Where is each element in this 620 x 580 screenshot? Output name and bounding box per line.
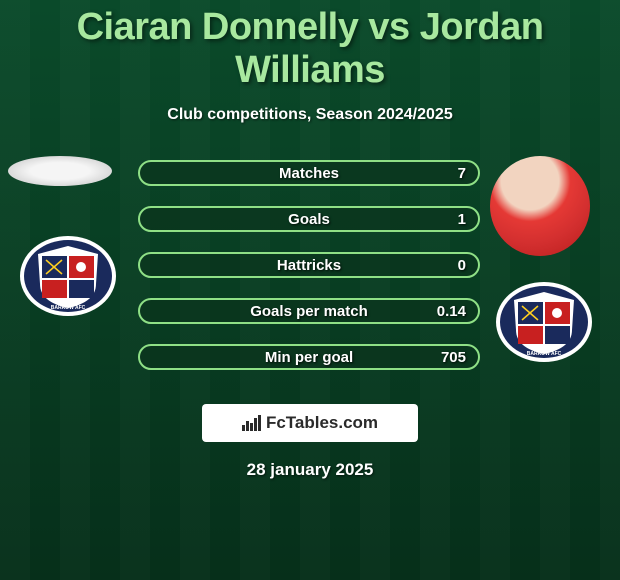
stat-row: Matches 7: [138, 160, 480, 186]
subtitle: Club competitions, Season 2024/2025: [0, 106, 620, 124]
stat-label: Matches: [279, 165, 339, 182]
svg-text:BARROW AFC: BARROW AFC: [527, 351, 562, 357]
page-title: Ciaran Donnelly vs Jordan Williams: [0, 6, 620, 92]
stat-row: Min per goal 705: [138, 344, 480, 370]
player-right-avatar: [490, 156, 590, 256]
club-badge-right: BARROW AFC: [494, 280, 594, 365]
logo-text: FcTables.com: [266, 413, 378, 433]
stat-label: Goals: [288, 211, 330, 228]
stat-label: Goals per match: [250, 303, 368, 320]
stat-value: 705: [441, 349, 466, 366]
stat-label: Min per goal: [265, 349, 353, 366]
player-left-avatar: [8, 156, 112, 186]
svg-text:BARROW AFC: BARROW AFC: [51, 305, 86, 311]
stat-row: Goals per match 0.14: [138, 298, 480, 324]
footer-logo: FcTables.com: [202, 404, 418, 442]
stat-value: 1: [458, 211, 466, 228]
stat-label: Hattricks: [277, 257, 341, 274]
stats-area: BARROW AFC BARROW AFC Matches: [0, 152, 620, 392]
stat-value: 0.14: [437, 303, 466, 320]
stat-value: 7: [458, 165, 466, 182]
stat-row: Hattricks 0: [138, 252, 480, 278]
club-badge-left: BARROW AFC: [18, 234, 118, 319]
footer-date: 28 january 2025: [0, 460, 620, 480]
chart-icon: [242, 415, 262, 431]
stat-value: 0: [458, 257, 466, 274]
stat-row: Goals 1: [138, 206, 480, 232]
stat-rows: Matches 7 Goals 1 Hattricks 0 Goals per …: [138, 160, 480, 390]
